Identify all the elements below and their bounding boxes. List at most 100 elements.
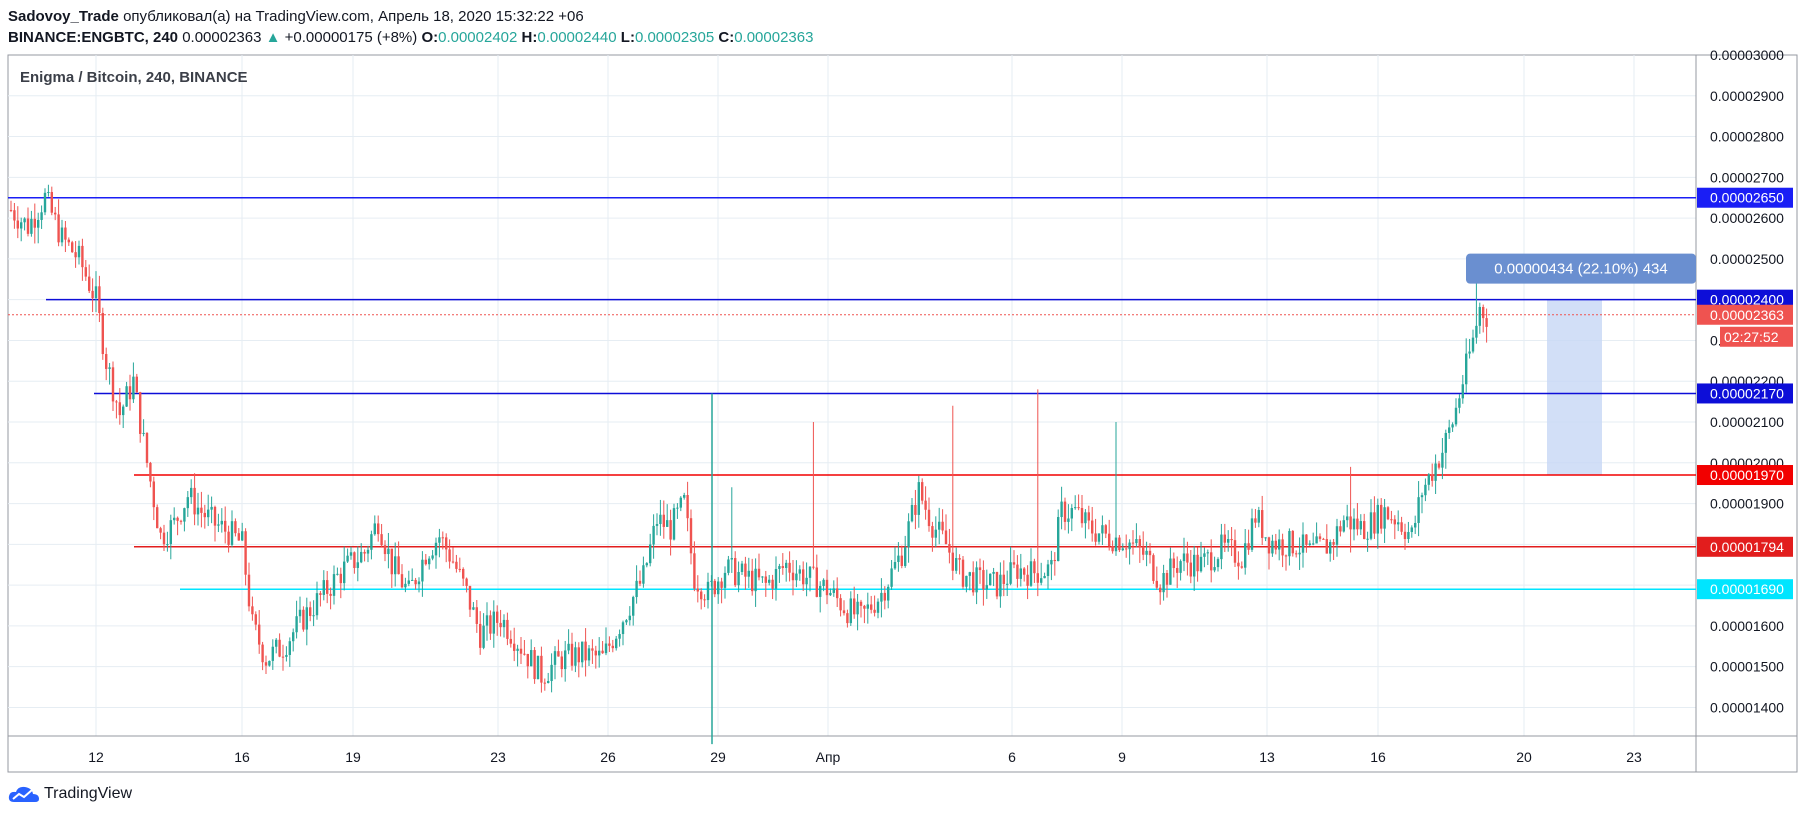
candle-body <box>258 624 261 645</box>
candle-body <box>475 607 478 624</box>
candle-body <box>394 556 397 575</box>
price-tag[interactable] <box>1697 579 1793 600</box>
candle-body <box>900 555 903 566</box>
price-tag[interactable] <box>1697 465 1793 486</box>
candle-body <box>271 646 274 661</box>
candle-body <box>686 495 689 519</box>
candle-body <box>115 401 118 403</box>
candle-body <box>768 579 771 583</box>
candle-body <box>611 645 614 649</box>
candle-body <box>451 561 455 563</box>
candle-body <box>1128 542 1131 550</box>
candle-body <box>621 622 625 635</box>
candle-body <box>479 623 482 648</box>
candle-body <box>808 566 812 578</box>
candle-body <box>999 574 1002 597</box>
candle-body <box>1240 566 1243 568</box>
price-tag[interactable] <box>1697 383 1793 404</box>
candle-body <box>407 580 410 584</box>
author-name[interactable]: Sadovoy_Trade <box>8 8 119 25</box>
candle-body <box>224 520 227 532</box>
candle-body <box>632 597 635 616</box>
candle-body <box>1114 537 1118 552</box>
candle-body <box>84 267 87 277</box>
countdown-tag <box>1720 326 1793 347</box>
candle-body <box>829 592 832 596</box>
candle-body <box>1087 512 1090 521</box>
price-tag[interactable] <box>1697 289 1793 310</box>
candle-body <box>278 639 281 657</box>
x-tick-label: 29 <box>710 749 726 765</box>
candle-body <box>47 192 50 194</box>
candle-body <box>152 481 155 508</box>
candle-body <box>700 591 703 600</box>
candle-body <box>856 601 859 615</box>
candle-body <box>217 524 220 526</box>
candle-body <box>1427 474 1430 485</box>
candle-body <box>1403 531 1407 540</box>
x-tick-label: 23 <box>490 749 506 765</box>
price-tag[interactable] <box>1697 304 1793 325</box>
candle-body <box>88 276 91 291</box>
candle-body <box>173 517 176 521</box>
candle-body <box>298 609 302 617</box>
y-tick-label: 0.00002900 <box>1710 88 1784 104</box>
candle-body <box>965 575 968 587</box>
candle-body <box>778 566 781 569</box>
candle-body <box>992 571 995 574</box>
x-tick-label: 19 <box>345 749 361 765</box>
candle-body <box>836 588 839 599</box>
candle-body <box>1295 553 1298 555</box>
price-tag[interactable] <box>1697 536 1793 557</box>
y-tick-label: 0.00002800 <box>1710 129 1784 145</box>
candle-body <box>635 580 638 598</box>
candle-body <box>349 552 353 556</box>
y-tick-label: 0.00001600 <box>1710 618 1784 634</box>
candle-body <box>897 555 900 562</box>
candle-body <box>159 528 162 533</box>
price-tag[interactable] <box>1697 187 1793 208</box>
candle-body <box>509 638 512 644</box>
candle-body <box>1475 325 1478 338</box>
candle-body <box>1023 568 1026 575</box>
candle-body <box>1006 583 1009 585</box>
candle-body <box>727 559 730 573</box>
candle-body <box>377 523 380 535</box>
candle-body <box>193 487 196 515</box>
candle-body <box>1424 484 1427 496</box>
candle-body <box>1145 550 1148 555</box>
candle-body <box>1012 562 1016 565</box>
candle-body <box>1104 525 1107 534</box>
measure-label-box <box>1466 253 1696 284</box>
candle-body <box>186 497 189 509</box>
candle-body <box>64 227 67 240</box>
candle-body <box>332 574 336 596</box>
candle-body <box>254 614 257 625</box>
candle-body <box>156 507 159 529</box>
candle-body <box>356 562 359 568</box>
candle-body <box>23 218 26 223</box>
candle-body <box>649 544 652 564</box>
candle-body <box>819 585 822 597</box>
candle-body <box>1213 567 1216 571</box>
candle-body <box>1203 553 1206 557</box>
candle-body <box>1301 534 1305 553</box>
candle-body <box>1084 512 1087 524</box>
candle-body <box>57 214 60 243</box>
candle-body <box>584 641 587 661</box>
candle-body <box>1271 540 1274 554</box>
x-tick-label: 26 <box>600 749 616 765</box>
candle-body <box>1182 553 1186 562</box>
candle-body <box>1148 550 1152 556</box>
candle-body <box>108 367 111 369</box>
candle-body <box>305 607 308 630</box>
candle-body <box>264 662 268 666</box>
candle-body <box>951 552 954 571</box>
candle-body <box>1325 539 1328 554</box>
candle-body <box>536 655 540 680</box>
candle-body <box>244 531 247 575</box>
candle-body <box>1312 543 1315 545</box>
chart-header: Sadovoy_Trade опубликовал(а) на TradingV… <box>8 6 813 48</box>
tradingview-logo[interactable]: TradingView <box>8 784 132 804</box>
